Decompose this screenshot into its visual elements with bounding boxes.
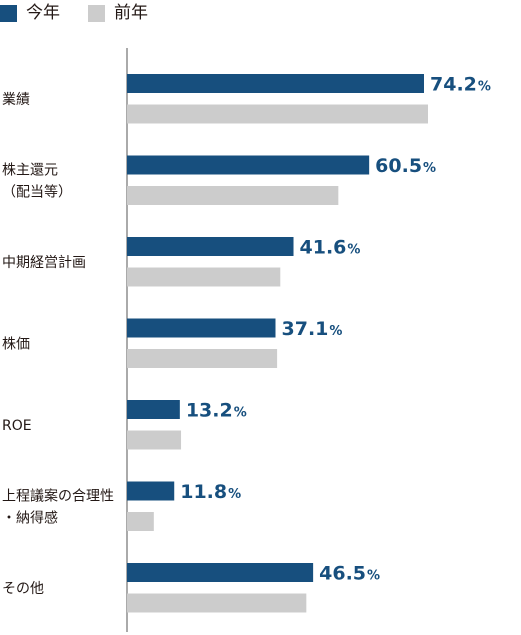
category-label: （配当等）: [2, 183, 72, 200]
bar-last-year: [127, 186, 339, 205]
legend-item-last-year: 前年: [88, 2, 148, 23]
bar-this-year: [127, 74, 424, 93]
bar-last-year: [127, 267, 281, 287]
legend-swatch-last-year: [88, 4, 105, 22]
category-label: 業績: [2, 92, 30, 108]
legend-label-last-year: 前年: [114, 2, 148, 23]
data-label: 74.2%: [430, 74, 491, 96]
bar-last-year: [127, 430, 182, 450]
bar-this-year: [127, 563, 314, 582]
category-label: ・納得感: [2, 509, 58, 526]
category-label: ROE: [2, 418, 32, 434]
category-label: その他: [2, 581, 44, 597]
legend: 今年 前年: [0, 0, 176, 26]
legend-swatch-this-year: [0, 4, 17, 22]
bar-last-year: [127, 593, 307, 613]
bar-last-year: [127, 512, 154, 531]
bar-this-year: [127, 400, 180, 419]
legend-label-this-year: 今年: [26, 2, 60, 23]
bar-this-year: [127, 155, 370, 175]
data-label: 46.5%: [319, 563, 380, 585]
data-label: 37.1%: [282, 318, 343, 340]
category-label: 上程議案の合理性: [2, 487, 114, 504]
legend-item-this-year: 今年: [0, 2, 60, 23]
bar-last-year: [127, 104, 429, 124]
category-label: 株価: [2, 336, 30, 352]
data-label: 60.5%: [375, 155, 436, 177]
category-label: 中期経営計画: [2, 255, 86, 271]
bar-this-year: [127, 318, 276, 338]
data-label: 13.2%: [186, 400, 247, 422]
data-label: 41.6%: [300, 237, 361, 259]
bar-last-year: [127, 349, 278, 368]
bar-this-year: [127, 237, 294, 256]
bar-this-year: [127, 481, 175, 501]
category-label: 株主還元: [2, 162, 58, 178]
data-label: 11.8%: [180, 481, 241, 503]
